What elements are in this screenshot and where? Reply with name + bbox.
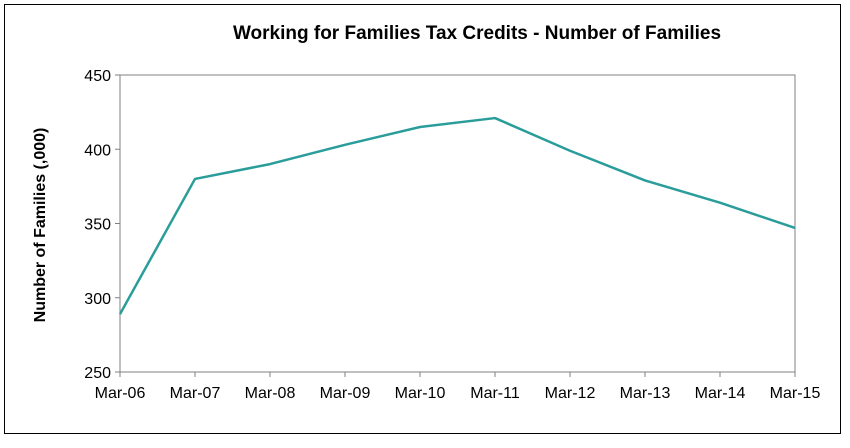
- x-axis-ticks: Mar-06 Mar-07 Mar-08 Mar-09 Mar-10 Mar-11 Mar-…: [95, 372, 821, 402]
- x-tick-label: Mar-11: [470, 385, 520, 402]
- x-tick-label: Mar-15: [770, 385, 821, 402]
- y-tick-label: 250: [84, 365, 111, 382]
- x-tick-label: Mar-14: [695, 385, 746, 402]
- x-tick-label: Mar-09: [320, 385, 371, 402]
- chart-frame: Working for Families Tax Credits - Numbe…: [4, 4, 841, 434]
- chart-title: Working for Families Tax Credits - Numbe…: [233, 23, 721, 44]
- x-tick-label: Mar-06: [95, 385, 146, 402]
- x-tick-label: Mar-07: [170, 385, 221, 402]
- series-layer: [118, 116, 796, 315]
- y-tick-label: 350: [84, 217, 111, 234]
- y-tick-label: 450: [84, 68, 111, 85]
- y-tick-label: 300: [84, 291, 111, 308]
- x-tick-label: Mar-08: [245, 385, 296, 402]
- series-line: [118, 116, 796, 315]
- y-axis-label: Number of Families (,000): [32, 128, 49, 323]
- x-tick-label: Mar-10: [395, 385, 446, 402]
- line-chart: Working for Families Tax Credits - Numbe…: [32, 23, 821, 402]
- plot-area: [119, 74, 796, 373]
- y-tick-label: 400: [84, 142, 111, 159]
- y-axis-ticks: 250 300 350 400 450: [84, 68, 120, 382]
- x-tick-label: Mar-13: [620, 385, 671, 402]
- x-tick-label: Mar-12: [545, 385, 596, 402]
